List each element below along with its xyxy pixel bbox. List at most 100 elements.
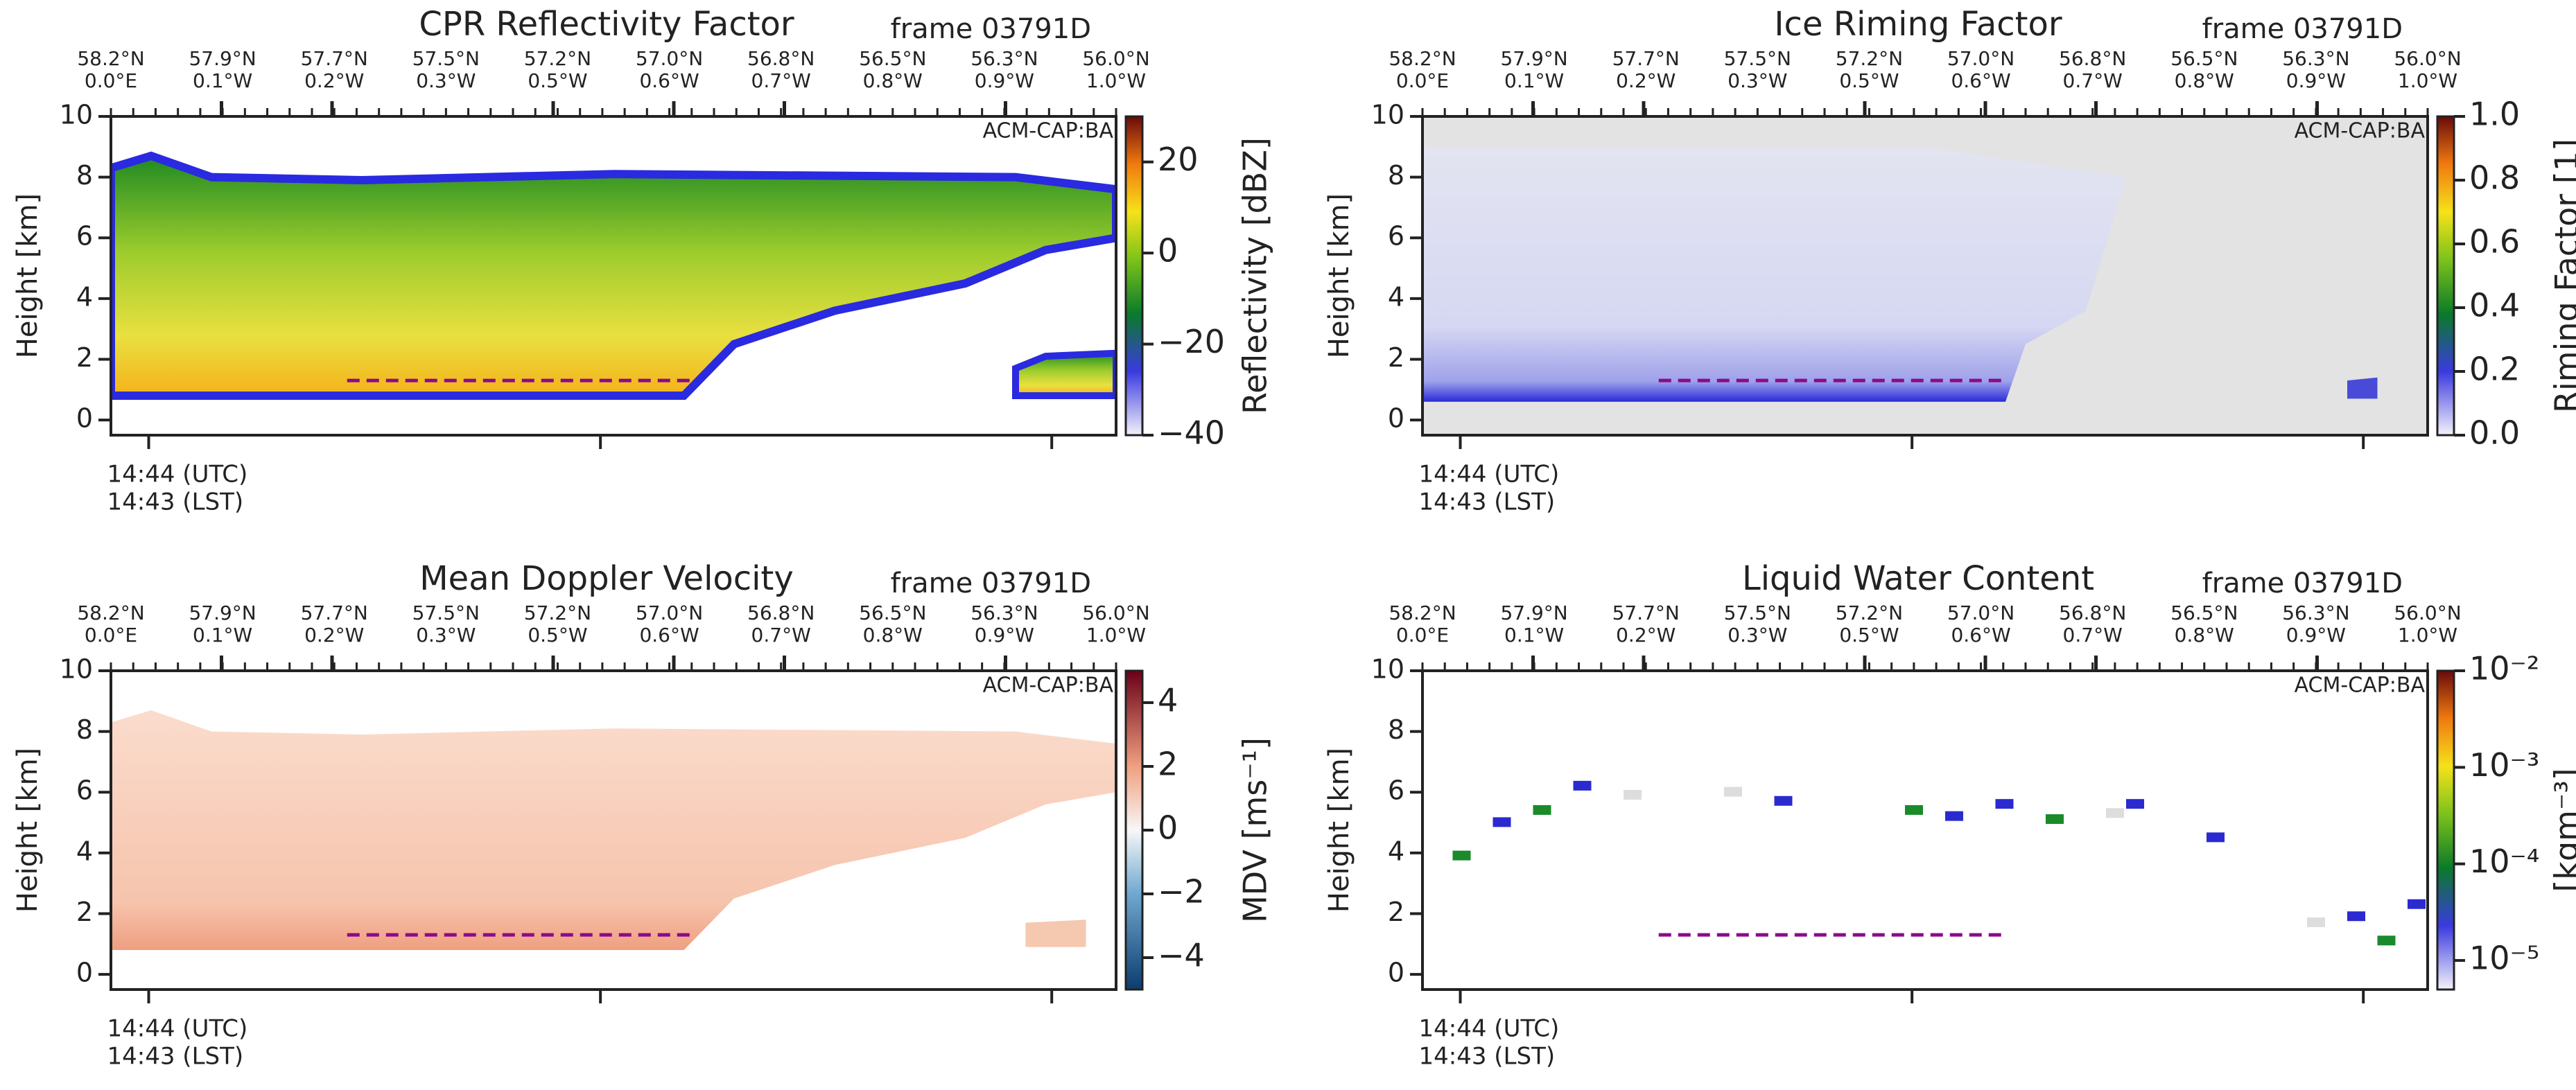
lat-label: 56.5°N (859, 47, 926, 70)
lon-label: 0.3°W (1728, 624, 1787, 647)
colorbar-tick-label: 10⁻⁴ (2469, 843, 2539, 880)
lat-label: 57.9°N (1500, 601, 1567, 624)
lat-label: 56.0°N (1082, 47, 1149, 70)
lat-label: 56.0°N (2394, 47, 2461, 70)
field-cell (1945, 811, 1963, 821)
lat-label: 57.9°N (189, 601, 256, 624)
lat-label: 56.8°N (2059, 47, 2126, 70)
field-area (1012, 349, 1116, 400)
lat-label: 58.2°N (77, 601, 144, 624)
colorbar-tick-label: 0.0 (2469, 414, 2520, 452)
y-tick-label: 4 (1388, 836, 1404, 866)
colorbar-label: MDV [ms⁻¹] (1237, 737, 1274, 923)
colorbar-tick-label: 0.6 (2469, 223, 2520, 261)
y-axis-label: Height [km] (12, 193, 44, 358)
field-area (2347, 377, 2378, 399)
lat-label: 56.0°N (2394, 601, 2461, 624)
y-tick-label: 10 (60, 100, 93, 130)
chart-title: Ice Riming Factor (1774, 5, 2062, 44)
y-tick-label: 6 (1388, 775, 1404, 806)
lat-label: 57.5°N (412, 47, 480, 70)
y-tick-label: 0 (1388, 958, 1404, 988)
y-tick-label: 10 (1371, 100, 1404, 130)
field-cell (2126, 799, 2144, 809)
source-label: ACM-CAP:BA (2295, 674, 2426, 698)
field-cell (2347, 911, 2365, 922)
y-tick-label: 10 (60, 654, 93, 685)
y-tick-label: 6 (76, 221, 93, 252)
colorbar-tick-label: 0 (1158, 809, 1178, 847)
y-tick-label: 4 (76, 281, 93, 312)
chart-title: CPR Reflectivity Factor (419, 5, 794, 44)
field-cell (2046, 814, 2064, 825)
y-tick-label: 6 (1388, 221, 1404, 252)
field-cell (2307, 917, 2325, 927)
field-cell (2106, 808, 2124, 818)
lat-label: 57.0°N (1947, 47, 2014, 70)
colorbar (1124, 115, 1144, 437)
lon-label: 0.2°W (1616, 624, 1676, 647)
lat-label: 57.0°N (1947, 601, 2014, 624)
colorbar-tick-label: 0.4 (2469, 287, 2520, 324)
lat-label: 57.7°N (301, 47, 368, 70)
lat-label: 57.2°N (1836, 47, 1903, 70)
plot-frame (1421, 669, 2429, 991)
plot-frame (1421, 115, 2429, 437)
lat-label: 56.3°N (2282, 601, 2349, 624)
y-tick-label: 8 (76, 714, 93, 745)
source-label: ACM-CAP:BA (2295, 119, 2426, 143)
y-axis-label: Height [km] (1323, 748, 1355, 913)
colorbar-label: Reflectivity [dBZ] (1237, 137, 1274, 414)
lon-label: 0.9°W (2286, 624, 2346, 647)
field-area (111, 151, 1116, 401)
lat-label: 56.5°N (2170, 47, 2238, 70)
field-cell (2408, 899, 2426, 909)
y-tick-label: 2 (1388, 342, 1404, 373)
frame-label: frame 03791D (891, 568, 1091, 599)
lat-label: 56.5°N (2170, 601, 2238, 624)
field (1422, 116, 2428, 435)
lat-label: 56.8°N (747, 47, 815, 70)
time-label: 14:44 (UTC) (1419, 1015, 1560, 1043)
source-label: ACM-CAP:BA (983, 119, 1114, 143)
colorbar-tick-label: 10⁻² (2469, 650, 2539, 687)
lon-label: 0.0°E (85, 624, 137, 647)
lon-label: 0.2°W (304, 69, 364, 92)
field-cell (1905, 805, 1923, 815)
colorbar-tick-label: 20 (1158, 141, 1199, 178)
plot-frame (110, 669, 1117, 991)
colorbar (1124, 669, 1144, 991)
frame-label: frame 03791D (891, 13, 1091, 45)
field-cell (2207, 832, 2225, 843)
source-label: ACM-CAP:BA (983, 674, 1114, 698)
lat-label: 58.2°N (1389, 47, 1456, 70)
field-cell (1533, 805, 1551, 815)
y-tick-label: 8 (1388, 714, 1404, 745)
lon-label: 0.5°W (1839, 69, 1899, 92)
y-tick-label: 0 (76, 958, 93, 988)
lat-label: 56.8°N (2059, 601, 2126, 624)
colorbar-label: Riming Factor [1] (2548, 139, 2576, 413)
colorbar-tick-label: −2 (1158, 873, 1205, 911)
lon-label: 0.9°W (975, 69, 1034, 92)
colorbar (2436, 115, 2455, 437)
lon-label: 0.6°W (639, 69, 699, 92)
field-cell (1624, 790, 1642, 800)
lon-label: 0.2°W (1616, 69, 1676, 92)
time-label: 14:43 (LST) (107, 489, 244, 516)
lat-label: 58.2°N (1389, 601, 1456, 624)
field-cell (1774, 795, 1793, 806)
lat-label: 57.2°N (524, 47, 591, 70)
field-area (1422, 146, 2126, 402)
lat-label: 56.3°N (971, 601, 1038, 624)
colorbar-tick-label: −4 (1158, 937, 1205, 974)
field-area (111, 710, 1116, 951)
field-cell (1995, 799, 2014, 809)
lon-label: 0.8°W (863, 69, 923, 92)
colorbar-tick-label: 10⁻⁵ (2469, 940, 2539, 977)
lon-label: 0.2°W (304, 624, 364, 647)
lon-label: 0.8°W (2175, 624, 2234, 647)
field-cell (1452, 850, 1471, 861)
lon-label: 0.5°W (1839, 624, 1899, 647)
